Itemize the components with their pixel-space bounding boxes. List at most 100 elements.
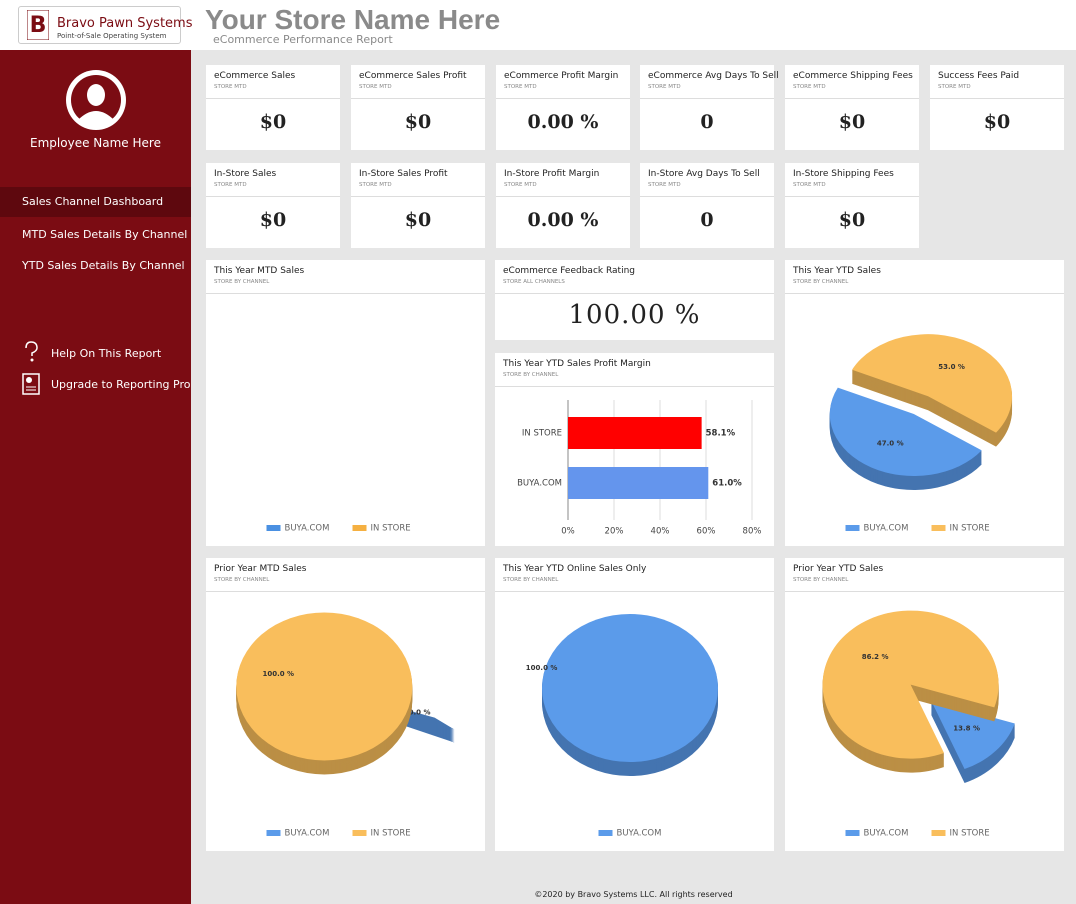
card-separator: [206, 293, 485, 294]
card: This Year YTD Sales STORE BY CHANNEL BUYA.…: [785, 260, 1064, 546]
card: eCommerce Sales STORE MTD $0: [206, 65, 340, 150]
chart: BUYA.COM 100.0 %: [526, 614, 718, 839]
kpi-value: 0.00 %: [527, 209, 599, 231]
card-title: In-Store Sales: [214, 169, 277, 179]
legend-label: BUYA.COM: [864, 524, 909, 534]
card-separator: [785, 293, 1064, 294]
x-tick-label: 20%: [605, 527, 624, 537]
card-separator: [206, 196, 340, 197]
header: B Bravo Pawn Systems Point-of-Sale Opera…: [0, 0, 1076, 50]
legend-label: BUYA.COM: [617, 829, 662, 839]
x-tick-label: 40%: [651, 527, 670, 537]
help-link[interactable]: Help On This Report: [51, 347, 162, 360]
upgrade-link[interactable]: Upgrade to Reporting Pro: [51, 378, 191, 391]
card-subtitle: STORE BY CHANNEL: [503, 372, 559, 378]
card-separator: [351, 98, 485, 99]
card: In-Store Shipping Fees STORE MTD $0: [785, 163, 919, 248]
card-subtitle: STORE ALL CHANNELS: [503, 279, 565, 285]
card-separator: [496, 98, 630, 99]
card-separator: [785, 196, 919, 197]
feedback-value: 100.00 %: [568, 300, 701, 330]
kpi-value: $0: [838, 209, 866, 231]
kpi-value: $0: [259, 111, 287, 133]
bar-value-label: 61.0%: [712, 479, 742, 489]
brand: Bravo Pawn Systems: [57, 16, 193, 31]
footer: ©2020 by Bravo Systems LLC. All rights r…: [534, 890, 733, 899]
card-separator: [785, 591, 1064, 592]
kpi-value: $0: [838, 111, 866, 133]
card-title: This Year MTD Sales: [214, 266, 305, 276]
logo: B Bravo Pawn Systems Point-of-Sale Opera…: [18, 6, 192, 44]
card: This Year MTD Sales STORE BY CHANNEL BUYA.…: [206, 260, 485, 546]
legend-swatch: [598, 830, 613, 836]
card-title: eCommerce Sales Profit: [359, 71, 467, 81]
legend-swatch: [266, 830, 281, 836]
card: Prior Year MTD Sales STORE BY CHANNEL BUYA…: [206, 558, 485, 851]
card-title: eCommerce Profit Margin: [504, 71, 619, 81]
card-subtitle: STORE MTD: [214, 182, 247, 188]
chart: BUYA.COM IN STORE: [266, 524, 411, 534]
card-title: eCommerce Sales: [214, 71, 296, 81]
legend-label: IN STORE: [950, 524, 990, 534]
tagline: Point-of-Sale Operating System: [57, 32, 167, 40]
pie-label: 47.0 %: [877, 439, 904, 447]
pie-label: 13.8 %: [953, 724, 980, 732]
card-subtitle: STORE BY CHANNEL: [214, 279, 270, 285]
card-title: This Year YTD Online Sales Only: [503, 564, 647, 574]
pie-label: 0.0 %: [409, 708, 431, 716]
card-separator: [785, 98, 919, 99]
menu-item[interactable]: YTD Sales Details By Channel: [22, 259, 185, 272]
card: eCommerce Avg Days To Sell STORE MTD 0: [640, 65, 779, 150]
legend-swatch: [845, 525, 860, 531]
card: eCommerce Sales Profit STORE MTD $0: [351, 65, 485, 150]
card-separator: [640, 196, 774, 197]
card-title: This Year YTD Sales Profit Margin: [503, 359, 651, 369]
card-subtitle: STORE BY CHANNEL: [503, 577, 559, 583]
card-separator: [496, 196, 630, 197]
legend-label: IN STORE: [371, 524, 411, 534]
pie-slice: [542, 614, 718, 762]
x-tick-label: 0%: [561, 527, 575, 537]
kpi-value: $0: [404, 111, 432, 133]
card: eCommerce Profit Margin STORE MTD 0.00 %: [496, 65, 630, 150]
pie-label: 100.0 %: [262, 670, 294, 678]
card-subtitle: STORE BY CHANNEL: [214, 577, 270, 583]
store-title: Your Store Name Here: [205, 4, 501, 35]
pie-slice: [822, 610, 999, 759]
help-icon: [25, 341, 38, 362]
legend-swatch: [352, 830, 367, 836]
card-title: This Year YTD Sales: [793, 266, 881, 276]
card-title: eCommerce Feedback Rating: [503, 266, 635, 276]
card: This Year YTD Online Sales Only STORE BY …: [495, 558, 774, 851]
y-tick-label: BUYA.COM: [517, 479, 562, 489]
x-tick-label: 60%: [697, 527, 716, 537]
sidebar: Employee Name Here Sales Channel Dashboa…: [0, 50, 191, 904]
svg-text:B: B: [30, 13, 47, 38]
card-subtitle: STORE BY CHANNEL: [793, 279, 849, 285]
card: In-Store Sales STORE MTD $0: [206, 163, 340, 248]
chart: BUYA.COM IN STORE 0.0 % 100.0 %: [236, 612, 455, 839]
kpi-value: $0: [404, 209, 432, 231]
card-subtitle: STORE MTD: [648, 182, 681, 188]
employee-name: Employee Name Here: [30, 136, 161, 150]
pie-slice: [931, 700, 1015, 770]
card-subtitle: STORE MTD: [214, 84, 247, 90]
kpi-value: 0: [700, 111, 714, 133]
card-subtitle: STORE MTD: [504, 182, 537, 188]
card-subtitle: STORE MTD: [938, 84, 971, 90]
menu-item[interactable]: Sales Channel Dashboard: [0, 187, 191, 217]
card-separator: [351, 196, 485, 197]
pie-label: 100.0 %: [526, 664, 558, 672]
kpi-value: $0: [983, 111, 1011, 133]
pie-label: 53.0 %: [938, 363, 965, 371]
legend-swatch: [845, 830, 860, 836]
pie-label: 86.2 %: [862, 653, 889, 661]
pie-slice: [236, 612, 413, 761]
card-title: Prior Year YTD Sales: [793, 564, 884, 574]
legend-label: IN STORE: [371, 829, 411, 839]
card: Success Fees Paid STORE MTD $0: [930, 65, 1064, 150]
chart: 0% 20% 40% 60% 80% IN STORE 58.1% BUYA.COM 61.0%: [517, 400, 761, 537]
menu-item[interactable]: MTD Sales Details By Channel: [22, 228, 188, 241]
report-icon: [22, 373, 40, 395]
